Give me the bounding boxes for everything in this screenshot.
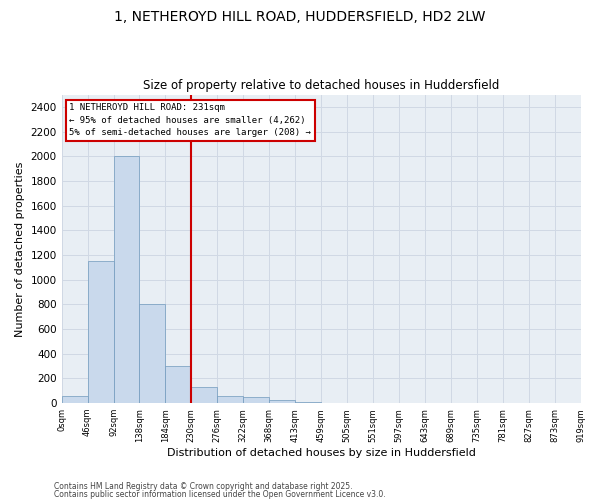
Bar (88, 261, 113, 403)
Text: Contains HM Land Registry data © Crown copyright and database right 2025.: Contains HM Land Registry data © Crown c… (54, 482, 353, 491)
X-axis label: Distribution of detached houses by size in Huddersfield: Distribution of detached houses by size … (167, 448, 476, 458)
Bar (62, 396, 88, 403)
Bar (139, 304, 166, 403)
Text: Contains public sector information licensed under the Open Government Licence v3: Contains public sector information licen… (54, 490, 386, 499)
Bar (269, 400, 295, 403)
Bar (217, 396, 243, 403)
Text: 1 NETHEROYD HILL ROAD: 231sqm
← 95% of detached houses are smaller (4,262)
5% of: 1 NETHEROYD HILL ROAD: 231sqm ← 95% of d… (70, 103, 311, 137)
Bar (295, 402, 321, 403)
Bar (113, 156, 139, 403)
Text: 1, NETHEROYD HILL ROAD, HUDDERSFIELD, HD2 2LW: 1, NETHEROYD HILL ROAD, HUDDERSFIELD, HD… (114, 10, 486, 24)
Bar (166, 366, 191, 403)
Bar (191, 387, 217, 403)
Bar (243, 397, 269, 403)
Y-axis label: Number of detached properties: Number of detached properties (15, 161, 25, 336)
Title: Size of property relative to detached houses in Huddersfield: Size of property relative to detached ho… (143, 79, 499, 92)
